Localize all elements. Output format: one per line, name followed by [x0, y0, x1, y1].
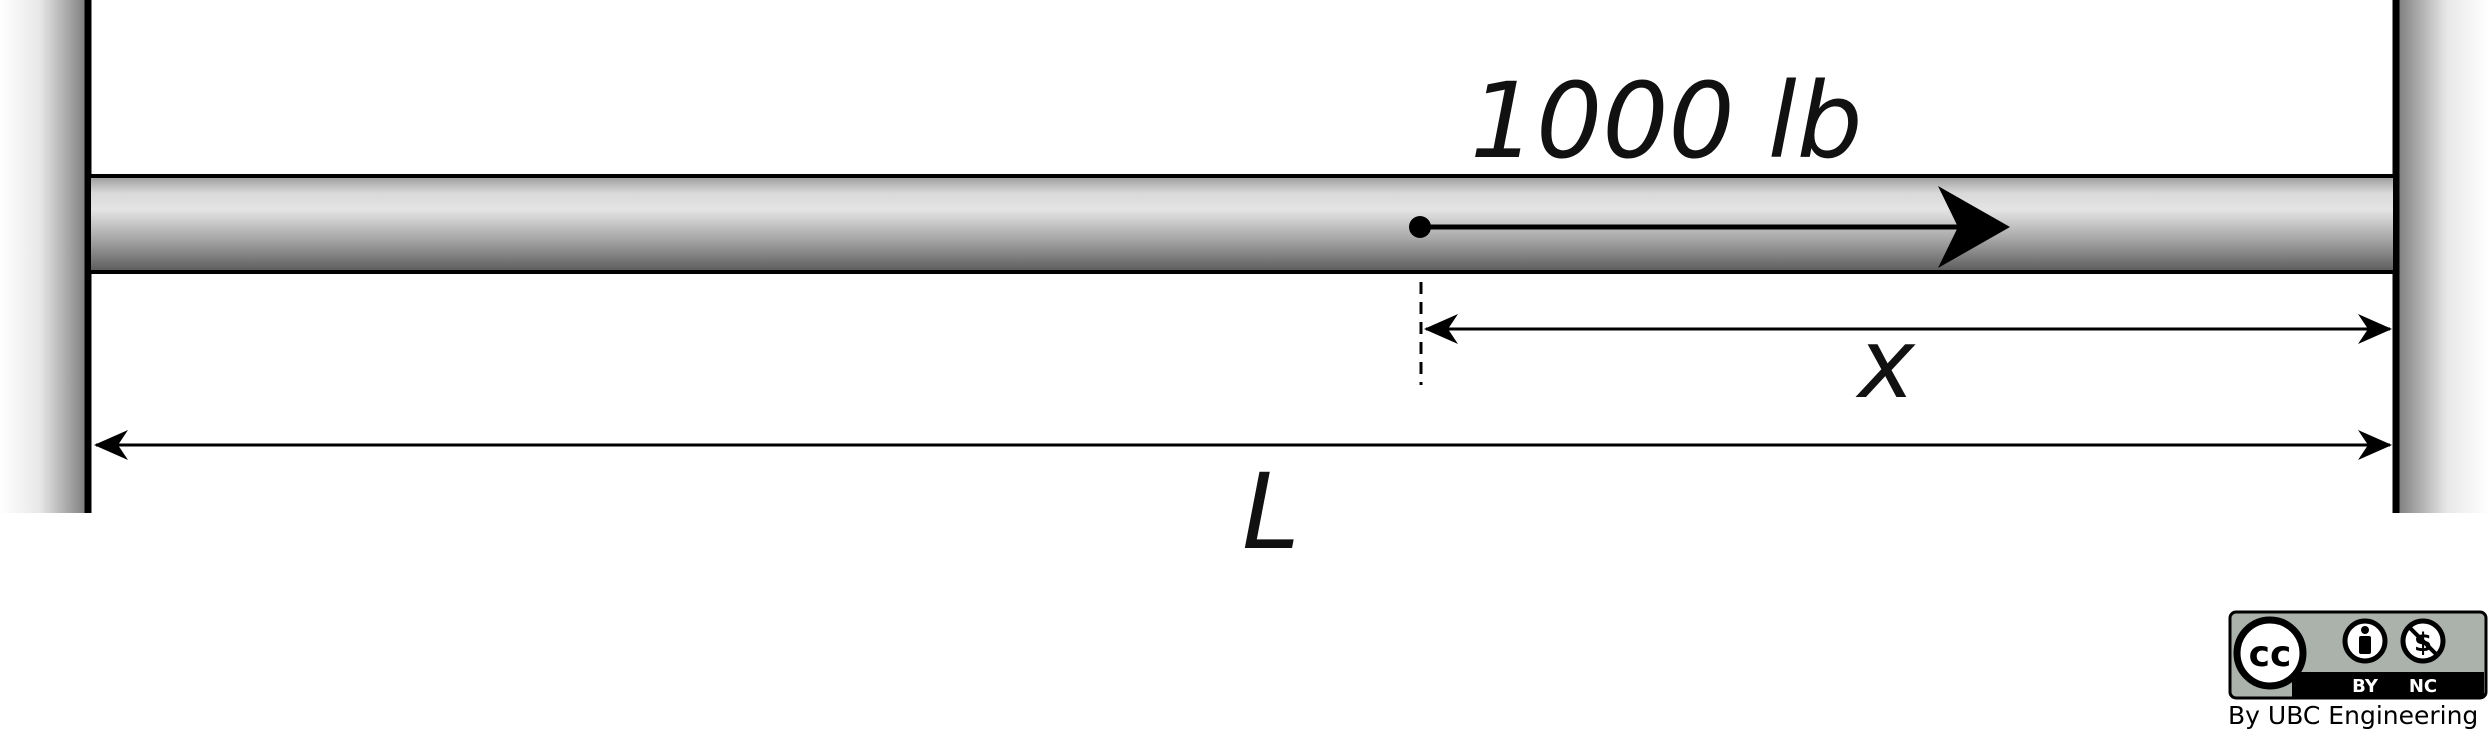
- rod: [91, 174, 2393, 274]
- by-label: BY: [2352, 676, 2379, 697]
- cc-symbol: cc: [2249, 634, 2292, 675]
- nc-label: NC: [2409, 676, 2437, 697]
- dimension-x: [1424, 314, 2392, 344]
- cc-license-badge: cc $ BY NC: [2228, 610, 2488, 700]
- cc-icon: cc: [2233, 616, 2307, 690]
- dimension-L: [94, 430, 2392, 460]
- load-label: 1000 lb: [1470, 60, 1863, 182]
- person-icon: [2342, 618, 2388, 664]
- non-commercial-icon: $: [2400, 618, 2446, 664]
- distance-x-label: x: [1855, 308, 1916, 420]
- length-L-label: L: [1242, 451, 1300, 573]
- left-wall: [0, 0, 92, 513]
- license-caption: By UBC Engineering: [2228, 701, 2479, 730]
- right-wall: [2392, 0, 2489, 513]
- load-arrow: [1409, 186, 2010, 268]
